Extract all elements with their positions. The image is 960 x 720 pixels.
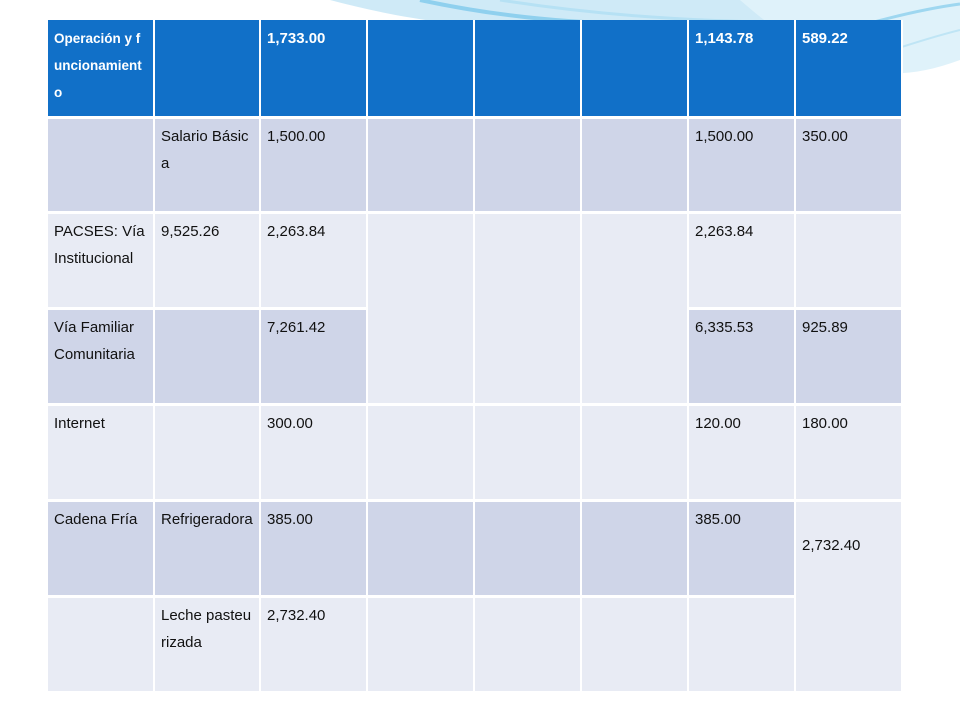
table-cell: 300.00 xyxy=(260,404,368,502)
table-cell xyxy=(581,117,689,214)
table-cell xyxy=(367,404,475,502)
table-cell xyxy=(367,20,475,119)
table-cell: Operación y funcionamiento xyxy=(48,20,155,119)
table-row: Salario Básica 1,500.00 1,500.00 350.00 xyxy=(48,117,903,214)
table-cell xyxy=(581,404,689,502)
table-cell xyxy=(474,20,582,119)
table-cell: PACSES: Vía Institucional xyxy=(48,212,155,310)
table-cell: Leche pasteurizada xyxy=(154,596,261,694)
table-cell xyxy=(474,596,582,694)
table-cell xyxy=(581,596,689,694)
table-cell: 589.22 xyxy=(795,20,903,119)
table-cell xyxy=(367,117,475,214)
table-row: Operación y funcionamiento 1,733.00 1,14… xyxy=(48,20,903,119)
table-cell xyxy=(474,500,582,598)
table-cell xyxy=(581,500,689,598)
budget-table: Operación y funcionamiento 1,733.00 1,14… xyxy=(48,20,903,694)
table-cell: Refrigeradora xyxy=(154,500,261,598)
table-cell-merged xyxy=(367,212,475,406)
table-cell xyxy=(154,404,261,502)
table-cell-merged xyxy=(474,212,582,406)
table-cell: 1,500.00 xyxy=(260,117,368,214)
table-cell: 180.00 xyxy=(795,404,903,502)
table-row: Vía Familiar Comunitaria 7,261.42 6,335.… xyxy=(48,308,903,406)
table-cell: 350.00 xyxy=(795,117,903,214)
table-row: Cadena Fría Refrigeradora 385.00 385.00 … xyxy=(48,500,903,694)
table-cell xyxy=(367,596,475,694)
table-cell: 385.00 xyxy=(260,500,368,598)
table-cell: Salario Básica xyxy=(154,117,261,214)
table-cell: 7,261.42 xyxy=(260,308,368,406)
table-cell: 385.00 xyxy=(688,500,796,598)
table-cell: 2,263.84 xyxy=(688,212,796,310)
table-cell: 9,525.26 xyxy=(154,212,261,310)
table-row: PACSES: Vía Institucional 9,525.26 2,263… xyxy=(48,212,903,406)
table-cell: 1,733.00 xyxy=(260,20,368,119)
table-cell: 6,335.53 xyxy=(688,308,796,406)
table-cell-merged xyxy=(581,212,689,406)
table-cell: 2,732.40 xyxy=(260,596,368,694)
table-cell: Internet xyxy=(48,404,155,502)
table-cell xyxy=(367,500,475,598)
table-cell: Vía Familiar Comunitaria xyxy=(48,308,155,406)
table-cell xyxy=(154,308,261,406)
table-cell xyxy=(474,404,582,502)
table-cell xyxy=(48,596,155,694)
table-cell xyxy=(48,117,155,214)
table-cell: Cadena Fría xyxy=(48,500,155,598)
table-cell: 1,143.78 xyxy=(688,20,796,119)
table-cell: 1,500.00 xyxy=(688,117,796,214)
table-row: Leche pasteurizada 2,732.40 xyxy=(48,596,902,694)
table-row: Internet 300.00 120.00 180.00 xyxy=(48,404,903,502)
table-cell xyxy=(688,596,796,694)
table-cell xyxy=(474,117,582,214)
table-cell-merged: 2,732.40 xyxy=(795,500,903,694)
table-cell xyxy=(154,20,261,119)
table-cell: 2,263.84 xyxy=(260,212,368,310)
table-cell: 925.89 xyxy=(795,308,903,406)
table-cell xyxy=(795,212,903,310)
table-cell xyxy=(581,20,689,119)
table-cell: 120.00 xyxy=(688,404,796,502)
